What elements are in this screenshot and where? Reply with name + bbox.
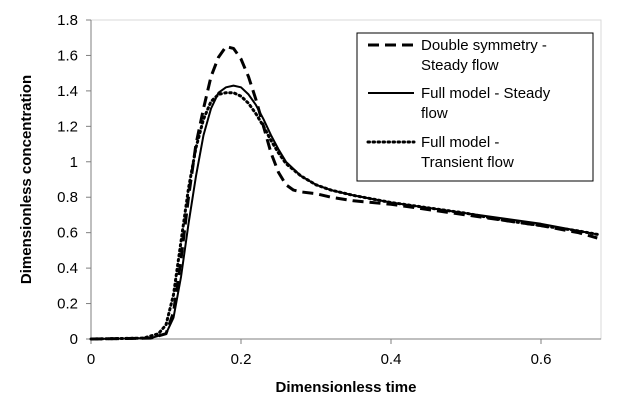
legend-label: Full model - Steady — [421, 85, 551, 102]
legend-label: Transient flow — [421, 154, 514, 171]
legend: Double symmetry - Steady flow Full model -… — [356, 32, 594, 182]
legend-box — [356, 32, 594, 182]
x-axis-title: Dimensionless time — [276, 379, 417, 396]
y-tick-label: 1 — [70, 154, 78, 171]
x-tick-label: 0 — [87, 351, 95, 368]
series-group — [89, 45, 599, 341]
x-tick-label: 0.2 — [231, 351, 252, 368]
y-tick-label: 1.2 — [57, 118, 78, 135]
y-tick-label: 1.6 — [57, 47, 78, 64]
legend-label: Full model - — [421, 134, 499, 151]
x-tick-label: 0.4 — [381, 351, 402, 368]
y-tick-label: 0.8 — [57, 189, 78, 206]
series-line-3 — [89, 91, 599, 341]
y-tick-label: 0.4 — [57, 260, 78, 277]
y-tick-label: 1.4 — [57, 83, 78, 100]
x-axis: 0 0.2 0.4 0.6 — [87, 338, 601, 368]
y-axis: 0 0.2 0.4 0.6 0.8 1 1.2 1.4 1.6 1.8 — [57, 12, 92, 348]
y-axis-title: Dimensionless concentration — [18, 75, 35, 284]
y-tick-label: 0.6 — [57, 225, 78, 242]
legend-label: Double symmetry - — [421, 37, 547, 54]
legend-label: flow — [421, 105, 448, 122]
x-tick-label: 0.6 — [531, 351, 552, 368]
legend-label: Steady flow — [421, 57, 499, 74]
y-tick-label: 0.2 — [57, 296, 78, 313]
y-tick-label: 0 — [70, 331, 78, 348]
y-tick-label: 1.8 — [57, 12, 78, 29]
